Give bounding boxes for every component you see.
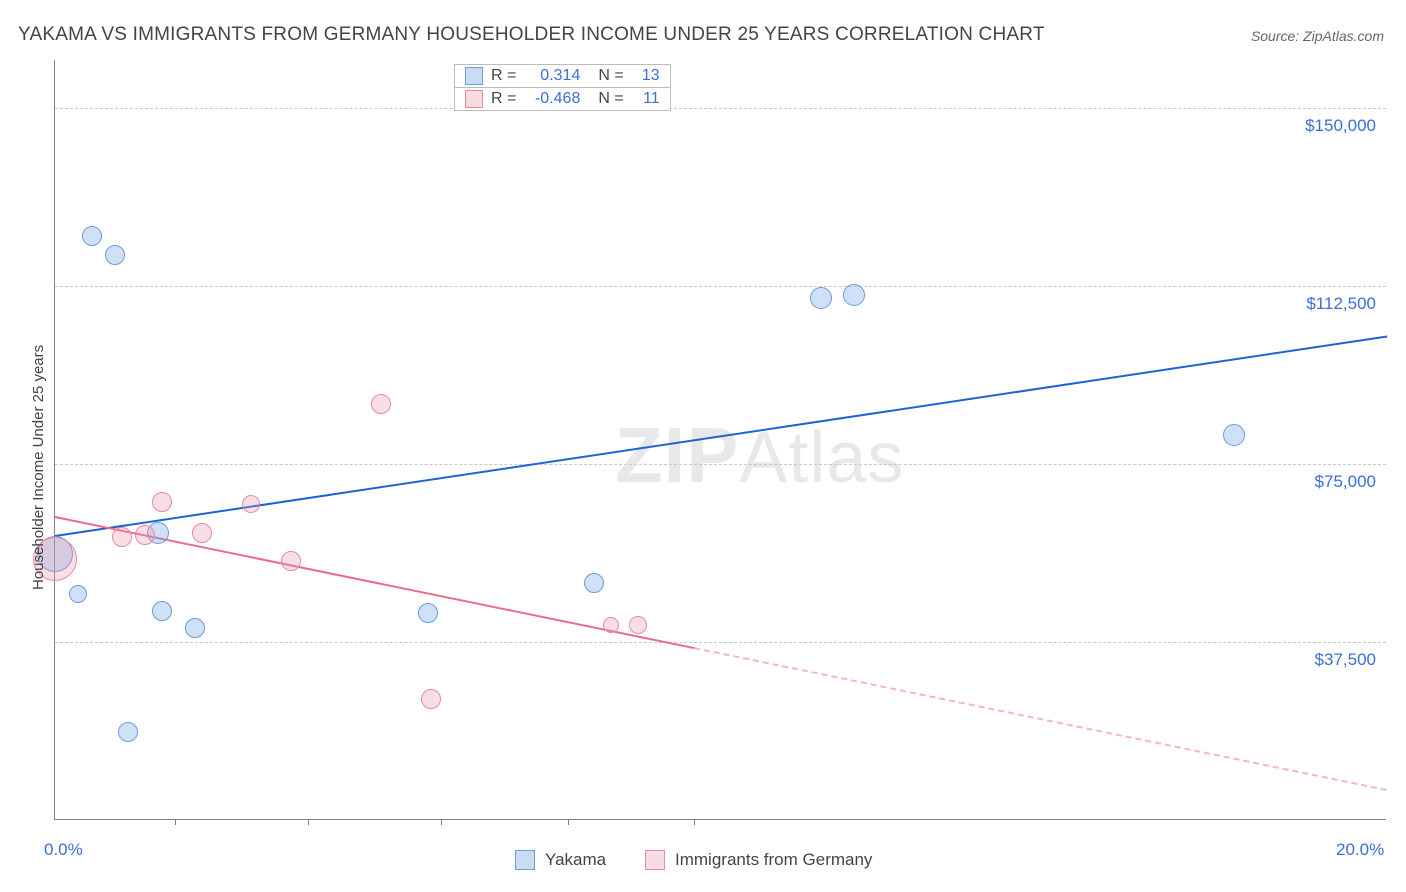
x-tick (308, 819, 309, 825)
y-axis-title: Householder Income Under 25 years (30, 345, 47, 590)
x-tick (175, 819, 176, 825)
legend-r-value: -0.468 (524, 90, 580, 108)
correlation-legend: R = 0.314 N = 13 R = -0.468 N = 11 (454, 64, 671, 111)
legend-r-label: R = (491, 90, 516, 108)
y-tick-label: $37,500 (1315, 650, 1376, 670)
data-point (810, 287, 832, 309)
data-point (152, 492, 172, 512)
legend-n-label: N = (598, 67, 623, 85)
data-point (1223, 424, 1245, 446)
y-tick-label: $150,000 (1305, 116, 1376, 136)
legend-item: Immigrants from Germany (645, 850, 872, 870)
legend-r-label: R = (491, 67, 516, 85)
x-axis-max-label: 20.0% (1336, 840, 1384, 860)
data-point (281, 551, 301, 571)
legend-swatch (515, 850, 535, 870)
gridline (55, 108, 1386, 109)
data-point (584, 573, 604, 593)
data-point (192, 523, 212, 543)
legend-n-value: 11 (632, 90, 660, 108)
data-point (242, 495, 260, 513)
gridline (55, 642, 1386, 643)
data-point (421, 689, 441, 709)
legend-n-label: N = (598, 90, 623, 108)
data-point (69, 585, 87, 603)
y-tick-label: $75,000 (1315, 472, 1376, 492)
legend-n-value: 13 (632, 67, 660, 85)
x-tick (441, 819, 442, 825)
data-point (105, 245, 125, 265)
chart-title: YAKAMA VS IMMIGRANTS FROM GERMANY HOUSEH… (18, 24, 1045, 46)
x-tick (694, 819, 695, 825)
gridline (55, 286, 1386, 287)
legend-label: Immigrants from Germany (675, 850, 872, 870)
legend-row: R = 0.314 N = 13 (455, 65, 670, 88)
data-point (371, 394, 391, 414)
data-point (603, 617, 619, 633)
x-tick (568, 819, 569, 825)
legend-swatch (465, 67, 483, 85)
watermark: ZIPAtlas (615, 410, 904, 501)
legend-label: Yakama (545, 850, 606, 870)
data-point (135, 525, 155, 545)
legend-swatch (645, 850, 665, 870)
y-tick-label: $112,500 (1306, 294, 1376, 314)
plot-area: ZIPAtlas $37,500 $75,000 $112,500 $150,000 (54, 60, 1386, 820)
legend-row: R = -0.468 N = 11 (455, 88, 670, 110)
data-point (112, 527, 132, 547)
data-point (82, 226, 102, 246)
legend-item: Yakama (515, 850, 606, 870)
legend-r-value: 0.314 (524, 67, 580, 85)
x-axis-min-label: 0.0% (44, 840, 83, 860)
data-point (185, 618, 205, 638)
source-attribution: Source: ZipAtlas.com (1251, 28, 1384, 44)
data-point (418, 603, 438, 623)
legend-swatch (465, 90, 483, 108)
data-point (152, 601, 172, 621)
data-point (118, 722, 138, 742)
gridline (55, 464, 1386, 465)
trend-line (694, 647, 1387, 791)
data-point (843, 284, 865, 306)
data-point (629, 616, 647, 634)
